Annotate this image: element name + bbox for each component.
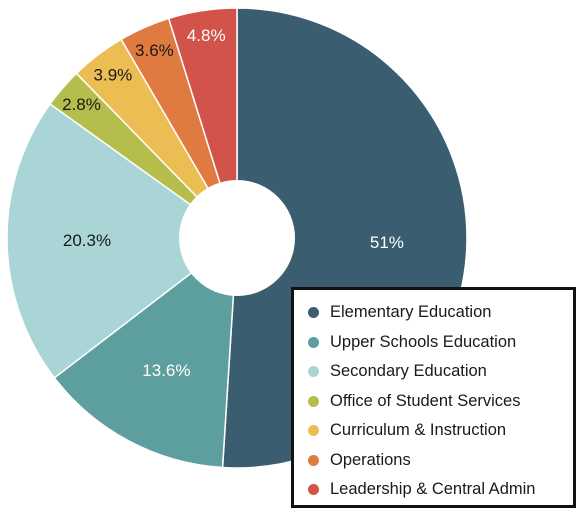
slice-value-label: 20.3% (63, 231, 111, 250)
legend-item: Leadership & Central Admin (308, 475, 573, 505)
pie-slice (6, 102, 239, 379)
legend-swatch (308, 395, 319, 407)
slice-value-label: 13.6% (142, 361, 190, 380)
legend-item: Secondary Education (308, 357, 573, 387)
slice-value-label: 51% (370, 233, 404, 252)
legend-label: Office of Student Services (330, 391, 521, 410)
legend-item: Upper Schools Education (308, 328, 573, 358)
pie-slice (167, 7, 238, 239)
legend-item: Curriculum & Instruction (308, 416, 573, 446)
slice-value-label: 3.6% (135, 41, 174, 60)
slice-value-label: 3.9% (94, 65, 133, 84)
legend-swatch (308, 454, 319, 466)
legend-swatch (308, 366, 319, 378)
slice-value-label: 2.8% (62, 95, 101, 114)
legend: Elementary Education Upper Schools Educa… (291, 287, 576, 508)
donut-hole (179, 180, 295, 296)
legend-swatch (308, 336, 319, 348)
slice-labels: 51% 13.6% 20.3% 2.8% 3.9%3.6% 4.8% (62, 26, 404, 380)
legend-label: Leadership & Central Admin (330, 480, 536, 499)
legend-item: Office of Student Services (308, 387, 573, 417)
legend-label: Elementary Education (330, 303, 492, 322)
slice-value-label: 4.8% (187, 26, 226, 45)
legend-swatch (308, 307, 319, 319)
legend-label: Curriculum & Instruction (330, 421, 507, 440)
legend-swatch (308, 484, 319, 496)
legend-label: Secondary Education (330, 362, 487, 381)
legend-label: Operations (330, 450, 411, 469)
legend-item: Elementary Education (308, 298, 573, 328)
donut-slices (6, 7, 468, 469)
legend-item: Operations (308, 446, 573, 476)
legend-label: Upper Schools Education (330, 332, 517, 351)
legend-swatch (308, 425, 319, 437)
pie-slice (53, 236, 238, 469)
